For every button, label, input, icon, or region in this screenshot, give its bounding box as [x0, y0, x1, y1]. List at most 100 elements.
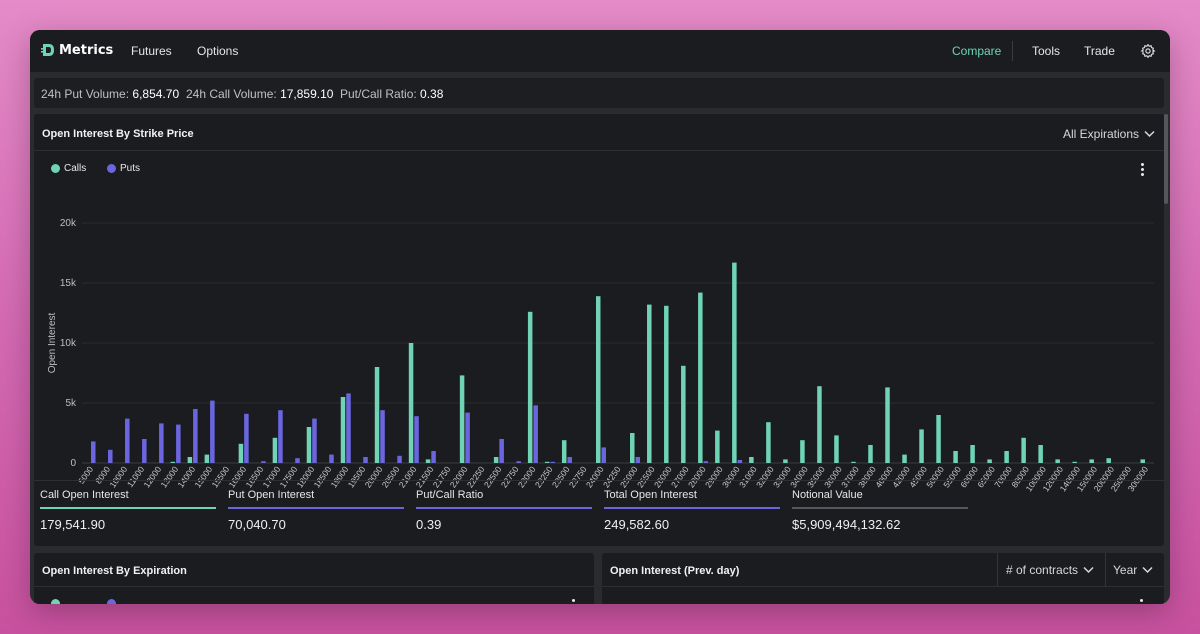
summary-value: 0.39: [416, 517, 442, 532]
summary-value: 179,541.90: [40, 517, 106, 532]
y-tick-label: 5k: [65, 398, 77, 409]
expirations-dropdown[interactable]: All Expirations: [1063, 127, 1155, 141]
calls-bar: [800, 440, 805, 463]
unit-dropdown-label: # of contracts: [1006, 563, 1079, 577]
expiration-legend-calls[interactable]: [51, 599, 60, 604]
puts-bar: [414, 416, 419, 463]
calls-bar: [749, 457, 754, 463]
nav-tools[interactable]: Tools: [1032, 44, 1061, 58]
puts-bar: [261, 461, 266, 463]
panel-header-divider: [34, 150, 1164, 151]
calls-bar: [783, 459, 788, 463]
chart-menu-kebab-icon[interactable]: [1141, 163, 1144, 178]
puts-bar: [176, 424, 181, 463]
calls-bar: [272, 437, 278, 463]
puts-bar: [295, 458, 300, 463]
expiration-panel-title: Open Interest By Expiration: [42, 565, 187, 577]
expiration-menu-kebab-icon[interactable]: [572, 599, 575, 604]
unit-dropdown[interactable]: # of contracts: [1006, 563, 1094, 577]
period-dropdown-label: Year: [1113, 563, 1138, 577]
brand-name: Metrics: [59, 42, 114, 58]
calls-bar: [851, 461, 856, 463]
app-window: Metrics Futures Options Compare Tools Tr…: [30, 30, 1170, 604]
legend-puts[interactable]: Puts: [107, 163, 140, 174]
calls-bar: [561, 440, 567, 463]
puts-bar: [397, 455, 402, 463]
expiration-legend-puts[interactable]: [107, 599, 116, 604]
prev-day-header-divider: [602, 586, 1164, 587]
put-call-ratio-value: 0.38: [420, 87, 444, 101]
puts-bar: [329, 454, 334, 463]
settings-gear-icon[interactable]: [1140, 43, 1156, 59]
calls-bar: [987, 459, 992, 463]
puts-bar: [108, 449, 113, 463]
puts-swatch-icon: [107, 599, 116, 604]
calls-bar: [425, 459, 431, 463]
put-call-ratio-label: Put/Call Ratio:: [340, 87, 417, 101]
calls-bar: [527, 311, 533, 463]
metrics-logo-icon: [41, 44, 54, 56]
calls-bar: [1038, 445, 1043, 463]
puts-bar: [499, 439, 504, 463]
calls-bar: [595, 296, 601, 463]
puts-bar: [142, 439, 147, 463]
puts-bar: [278, 410, 283, 463]
legend-puts-label: Puts: [120, 163, 141, 174]
expirations-dropdown-label: All Expirations: [1063, 127, 1140, 141]
calls-bar: [698, 292, 703, 463]
put-volume-value: 6,854.70: [132, 87, 180, 101]
puts-bar: [465, 412, 470, 463]
summary-underline: [228, 507, 404, 509]
prev-day-menu-kebab-icon[interactable]: [1140, 599, 1143, 604]
puts-bar: [516, 461, 521, 463]
control-divider: [997, 553, 998, 586]
y-tick-label: 0: [70, 458, 76, 469]
prev-day-panel-title: Open Interest (Prev. day): [610, 565, 740, 577]
put-call-ratio-stat: Put/Call Ratio: 0.38: [340, 87, 443, 101]
legend-calls[interactable]: Calls: [51, 163, 86, 174]
summary-label: Call Open Interest: [40, 489, 129, 501]
summary-value: 70,040.70: [228, 517, 286, 532]
puts-swatch-icon: [107, 164, 116, 173]
calls-bar: [1055, 459, 1060, 463]
legend-calls-label: Calls: [64, 163, 87, 174]
puts-bar: [737, 460, 743, 463]
puts-bar: [703, 461, 709, 463]
calls-bar: [374, 367, 380, 463]
calls-bar: [970, 445, 975, 463]
summary-underline: [416, 507, 592, 509]
nav-trade[interactable]: Trade: [1084, 44, 1115, 58]
calls-bar: [885, 387, 890, 463]
calls-bar: [1089, 459, 1094, 463]
nav-futures[interactable]: Futures: [131, 44, 172, 58]
calls-swatch-icon: [51, 164, 60, 173]
expiration-header-divider: [34, 586, 594, 587]
puts-bar: [210, 400, 215, 463]
call-volume-label: 24h Call Volume:: [186, 87, 277, 101]
summary-underline: [792, 507, 968, 509]
nav-options[interactable]: Options: [197, 44, 239, 58]
put-volume-label: 24h Put Volume:: [41, 87, 130, 101]
chevron-down-icon: [1083, 566, 1094, 574]
calls-bar: [459, 375, 465, 463]
page-scrollbar[interactable]: [1164, 114, 1168, 204]
summary-underline: [604, 507, 780, 509]
nav-compare[interactable]: Compare: [952, 44, 1002, 58]
calls-bar: [544, 461, 550, 463]
summary-underline: [40, 507, 216, 509]
puts-bar: [244, 413, 249, 463]
calls-bar: [902, 454, 907, 463]
put-volume-stat: 24h Put Volume: 6,854.70: [41, 87, 179, 101]
period-dropdown[interactable]: Year: [1113, 563, 1153, 577]
puts-bar: [363, 457, 368, 463]
puts-bar: [601, 447, 606, 463]
calls-bar: [170, 461, 176, 463]
calls-bar: [868, 445, 873, 463]
summary-label: Put/Call Ratio: [416, 489, 484, 501]
calls-bar: [1004, 451, 1009, 463]
calls-bar: [936, 415, 941, 463]
x-tick-label: 10000: [107, 464, 129, 489]
brand-logo[interactable]: Metrics: [40, 42, 113, 58]
strike-panel-title: Open Interest By Strike Price: [42, 128, 194, 140]
